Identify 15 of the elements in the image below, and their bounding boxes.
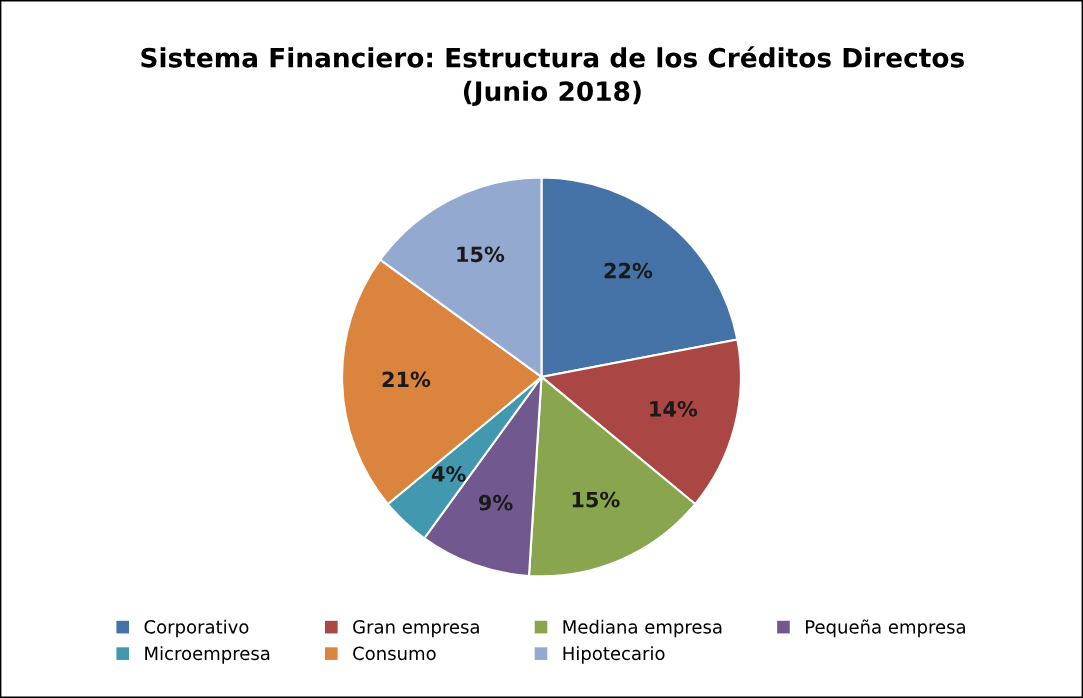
legend-label: Microempresa [145, 646, 270, 664]
data-label: 21% [382, 371, 431, 388]
legend-label: Consumo [353, 646, 436, 661]
legend-label: Pequeña empresa [806, 619, 965, 638]
data-label: 9% [478, 494, 513, 511]
legend-label: Gran empresa [353, 620, 479, 638]
data-label: 15% [457, 246, 505, 263]
data-label: 4% [431, 466, 466, 482]
legend-label: Hipotecario [563, 646, 665, 664]
chart-title: Sistema Financiero: Estructura de los Créditos Directos (Junio 2018) [141, 46, 964, 107]
legend-label: Corporativo [144, 619, 249, 638]
legend-label: Mediana empresa [563, 619, 722, 638]
data-label: 15% [572, 491, 620, 508]
data-label: 14% [650, 400, 698, 417]
data-label: 22% [604, 262, 653, 279]
